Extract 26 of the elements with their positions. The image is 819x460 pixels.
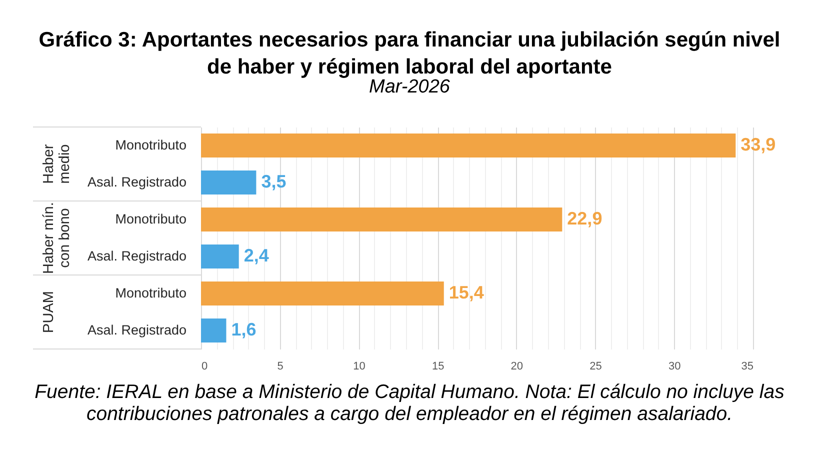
data-label: 22,9 xyxy=(567,208,602,228)
source-note: Fuente: IERAL en base a Ministerio de Capital Humano. Nota: El cálculo no incluye las contribuciones patronales a cargo del empleador en el régimen asalariado. xyxy=(34,381,785,425)
text: PUAM xyxy=(41,291,57,333)
y-tick-label: Monotributo xyxy=(115,138,186,152)
x-tick-label: 5 xyxy=(277,360,284,372)
x-tick-label: 30 xyxy=(668,360,681,372)
y-tick-label: Asal. Registrado xyxy=(87,174,186,190)
x-tick-label: 20 xyxy=(510,360,524,372)
y-tick-label: Asal. Registrado xyxy=(87,322,186,338)
text: Haber mín. con bono xyxy=(41,202,73,274)
data-label: 3,5 xyxy=(261,172,286,192)
chart-subtitle: Mar-2026 xyxy=(369,76,450,98)
x-tick-label: 15 xyxy=(432,360,444,372)
text: Haber medio xyxy=(41,144,73,184)
y-tick-label: Monotributo xyxy=(115,212,186,226)
chart-title: Gráfico 3: Aportantes necesarios para financiar una jubilación según nivel de haber y régimen laboral del aportante xyxy=(38,28,780,78)
data-label: 2,4 xyxy=(244,246,269,266)
data-label: 33,9 xyxy=(740,134,776,154)
x-tick-label: 35 xyxy=(741,360,754,372)
x-tick-label: 25 xyxy=(590,360,602,372)
data-label: 15,4 xyxy=(448,282,484,302)
x-tick-label: 10 xyxy=(353,360,366,372)
y-tick-label: Monotributo xyxy=(115,286,186,300)
data-label: 1,6 xyxy=(231,320,256,340)
x-tick-label: 0 xyxy=(202,360,208,372)
y-tick-label: Asal. Registrado xyxy=(87,248,186,264)
